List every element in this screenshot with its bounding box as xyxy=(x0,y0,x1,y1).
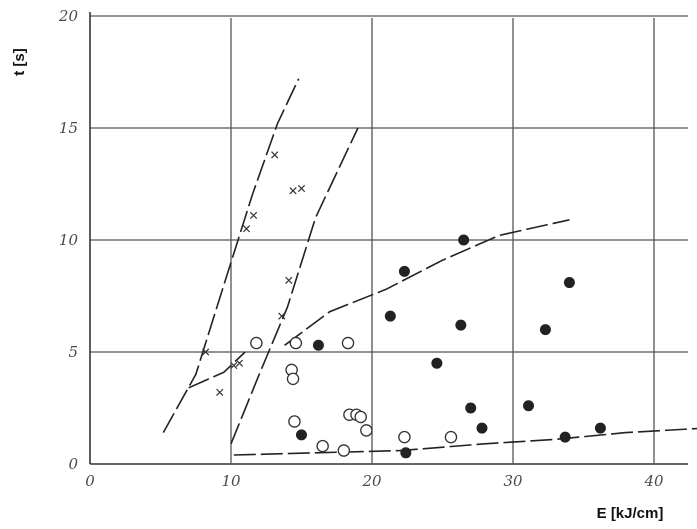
cross-point xyxy=(289,187,297,195)
filled-circle-point xyxy=(431,357,443,369)
open-circle-point xyxy=(286,372,300,386)
cross-point xyxy=(201,348,210,356)
data-points xyxy=(201,151,606,459)
open-circle-point xyxy=(316,439,329,453)
cross-point xyxy=(235,359,244,367)
filled-circle-point xyxy=(559,431,571,443)
trend-lines xyxy=(162,78,697,456)
filled-circle-point xyxy=(563,277,575,289)
y-tick-label: 10 xyxy=(59,231,79,249)
cross-point xyxy=(230,361,238,370)
cross-point xyxy=(249,211,258,219)
trend-line xyxy=(188,351,246,389)
x-tick-label: 10 xyxy=(221,472,241,490)
y-tick-label: 0 xyxy=(68,455,78,473)
trend-line xyxy=(233,427,697,456)
y-tick-label: 20 xyxy=(58,7,79,25)
open-circle-point xyxy=(289,336,303,350)
filled-circle-point xyxy=(465,402,477,414)
trend-line xyxy=(162,78,300,433)
filled-circle-point xyxy=(296,429,307,441)
cross-point xyxy=(242,225,251,233)
filled-circle-point xyxy=(458,234,470,246)
x-axis-title: E [kJ/cm] xyxy=(597,505,664,522)
open-circle-point xyxy=(250,336,263,350)
open-circle-point xyxy=(398,430,411,444)
cross-point xyxy=(285,276,293,284)
trend-line xyxy=(284,219,570,346)
trend-line xyxy=(230,127,359,445)
filled-circle-point xyxy=(523,400,535,412)
x-tick-label: 0 xyxy=(85,472,95,490)
grid xyxy=(89,12,688,465)
open-circle-point xyxy=(360,424,373,437)
filled-circle-point xyxy=(455,319,467,331)
open-circle-point xyxy=(444,430,458,444)
y-tick-label: 15 xyxy=(59,119,78,137)
open-circle-point xyxy=(337,444,351,457)
cross-point xyxy=(297,184,306,193)
cross-point xyxy=(216,388,224,396)
open-circle-point xyxy=(354,410,367,424)
filled-circle-point xyxy=(384,310,396,322)
filled-circle-point xyxy=(312,339,324,351)
open-circle-point xyxy=(288,415,301,428)
tick-labels: 0 10 20 30 40 0 5 10 15 20 xyxy=(58,7,664,490)
y-tick-label: 5 xyxy=(68,343,78,361)
y-axis-title: t [s] xyxy=(11,48,28,76)
filled-circle-point xyxy=(476,422,488,434)
open-circle-point xyxy=(341,336,355,350)
x-tick-label: 30 xyxy=(503,472,523,490)
x-tick-label: 40 xyxy=(643,472,664,490)
cross-point xyxy=(278,312,286,320)
filled-circle-point xyxy=(594,422,606,434)
x-tick-label: 20 xyxy=(361,472,382,490)
filled-circle-point xyxy=(539,324,551,336)
cross-point xyxy=(271,151,279,159)
filled-circle-point xyxy=(398,265,410,277)
filled-circle-point xyxy=(400,447,412,459)
